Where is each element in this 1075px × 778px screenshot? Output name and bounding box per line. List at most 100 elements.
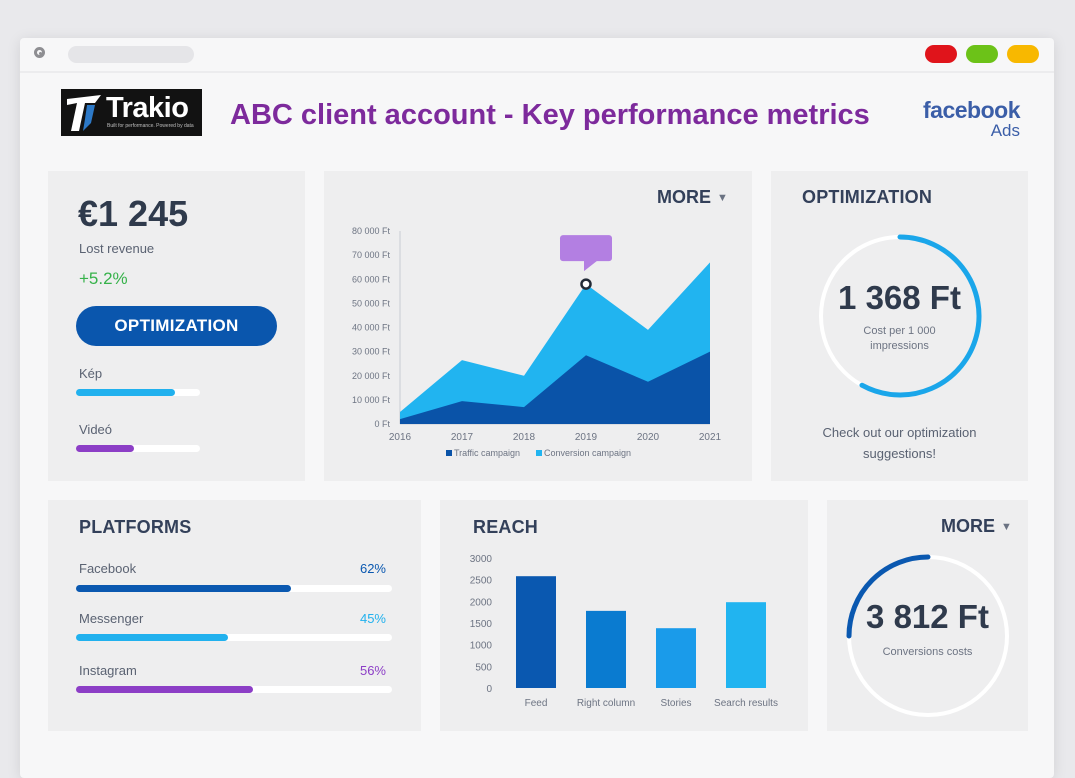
- legend-label: Traffic campaign: [454, 448, 520, 458]
- highlight-point[interactable]: [580, 278, 592, 290]
- trakio-logo: Trakio Built for performance. Powered by…: [61, 89, 202, 136]
- conversion-cost-value: 3 812 Ft: [866, 598, 989, 635]
- page-title: ABC client account - Key performance met…: [230, 99, 870, 131]
- trend-y-tick-label: 70 000 Ft: [352, 250, 391, 260]
- trend-y-tick-label: 30 000 Ft: [352, 347, 391, 357]
- reach-title: REACH: [473, 517, 539, 537]
- platform-instagram-fill: [76, 686, 253, 693]
- series-area-traffic-campaign: [400, 351, 710, 424]
- kep-progress-track: [76, 389, 200, 396]
- window-close-button[interactable]: [925, 45, 957, 63]
- cpm-caption-line2: impressions: [870, 340, 929, 352]
- reach-bar[interactable]: [656, 628, 696, 688]
- trend-x-tick-label: 2016: [389, 432, 412, 443]
- trend-x-tick-label: 2018: [513, 432, 536, 443]
- platform-instagram-track: [76, 686, 392, 693]
- cpm-value: 1 368 Ft: [838, 279, 961, 316]
- reach-y-tick-label: 1000: [470, 641, 493, 652]
- video-progress-fill: [76, 445, 135, 452]
- reach-category-label: Stories: [660, 698, 691, 709]
- facebook-wordmark: facebook: [923, 97, 1020, 123]
- reach-y-tick-label: 500: [475, 662, 492, 673]
- campaign-area-chart: 0 Ft 10 000 Ft 20 000 Ft 30 000 Ft 40 000 Ft…: [352, 226, 722, 458]
- window-maximize-button[interactable]: [1007, 45, 1039, 63]
- optimization-button[interactable]: OPTIMIZATION: [76, 306, 277, 346]
- reach-bar[interactable]: [726, 602, 766, 688]
- conversion-more-button[interactable]: MORE ▼: [941, 516, 1012, 537]
- trend-more-button[interactable]: MORE ▼: [657, 187, 728, 208]
- kep-label: Kép: [79, 366, 103, 381]
- window-menu-icon[interactable]: [34, 47, 45, 58]
- trakio-logo-mark-icon: [67, 95, 101, 131]
- trend-y-tick-label: 80 000 Ft: [352, 226, 391, 236]
- conversion-cost-card: MORE ▼ 3 812 Ft Conversions costs: [827, 500, 1028, 731]
- platform-facebook-percent: 62%: [359, 561, 386, 576]
- reach-y-tick-label: 3000: [470, 554, 493, 565]
- kep-progress-fill: [76, 389, 176, 396]
- platform-messenger-percent: 45%: [359, 611, 386, 626]
- lost-revenue-amount: €1 245: [78, 193, 189, 234]
- platform-facebook-label: Facebook: [79, 561, 137, 576]
- platform-messenger-track: [76, 634, 392, 641]
- video-progress-track: [76, 445, 200, 452]
- gauge-fill: [846, 554, 931, 639]
- reach-y-tick-label: 2500: [470, 576, 493, 587]
- chevron-down-icon: ▼: [717, 192, 728, 204]
- platform-facebook-track: [76, 585, 392, 592]
- reach-category-label: Right column: [577, 698, 635, 709]
- lost-revenue-label: Lost revenue: [79, 241, 155, 256]
- trend-x-tick-label: 2020: [637, 432, 660, 443]
- header-divider: [20, 71, 1054, 73]
- ads-label: Ads: [990, 121, 1020, 140]
- suggestions-line2: suggestions!: [863, 446, 936, 461]
- reach-bar-chart: 0 500 1000 1500 2000 2500 3000 Feed Right column…: [470, 554, 778, 709]
- gauge-fill: [859, 234, 982, 398]
- trend-x-tick-label: 2017: [451, 432, 474, 443]
- reach-bar[interactable]: [516, 576, 556, 688]
- facebook-ads-logo: facebook Ads: [923, 98, 1020, 140]
- optimization-card: OPTIMIZATION 1 368 Ft Cost per 1 000 imp…: [771, 171, 1028, 481]
- window-titlebar: [20, 38, 1054, 71]
- legend-label: Conversion campaign: [544, 448, 631, 458]
- conversion-more-label: MORE: [941, 516, 995, 536]
- trend-y-tick-label: 60 000 Ft: [352, 274, 391, 284]
- window-minimize-button[interactable]: [966, 45, 998, 63]
- platforms-title: PLATFORMS: [79, 517, 192, 537]
- reach-y-tick-label: 0: [486, 684, 492, 695]
- logo-tagline: Built for performance. Powered by data: [107, 123, 194, 129]
- reach-y-tick-label: 2000: [470, 597, 493, 608]
- revenue-change: +5.2%: [79, 269, 128, 288]
- platform-messenger-fill: [76, 634, 228, 641]
- highlight-callout[interactable]: [560, 235, 612, 262]
- address-bar[interactable]: [68, 46, 194, 63]
- reach-category-label: Feed: [525, 698, 548, 709]
- cpm-caption-line1: Cost per 1 000: [863, 325, 936, 337]
- platform-facebook-fill: [76, 585, 291, 592]
- trend-y-tick-label: 20 000 Ft: [352, 371, 391, 381]
- optimization-title: OPTIMIZATION: [802, 187, 933, 207]
- reach-bar[interactable]: [586, 610, 626, 688]
- platforms-card: PLATFORMS Facebook 62% Messenger 45% Ins…: [48, 500, 421, 731]
- platform-messenger-label: Messenger: [79, 611, 144, 626]
- trend-x-tick-label: 2021: [699, 432, 722, 443]
- platform-instagram-label: Instagram: [79, 663, 137, 678]
- chevron-down-icon: ▼: [1001, 521, 1012, 533]
- suggestions-line1: Check out our optimization: [822, 425, 977, 440]
- trend-y-tick-label: 0 Ft: [374, 419, 390, 429]
- platform-instagram-percent: 56%: [359, 663, 386, 678]
- trend-y-tick-label: 40 000 Ft: [352, 323, 391, 333]
- conversion-gauge: [846, 554, 1009, 717]
- trend-y-tick-label: 10 000 Ft: [352, 395, 391, 405]
- lost-revenue-card: €1 245 Lost revenue +5.2% OPTIMIZATION K…: [48, 171, 305, 481]
- highlight-callout-pointer: [584, 260, 598, 272]
- trend-y-tick-label: 50 000 Ft: [352, 298, 391, 308]
- trend-more-label: MORE: [657, 187, 711, 207]
- video-label: Videó: [79, 422, 113, 437]
- reach-card: REACH 0 500 1000 1500 2000 2500 3000 Feed Right …: [440, 500, 808, 731]
- reach-category-label: Search results: [714, 698, 778, 709]
- legend-swatch: [536, 450, 542, 456]
- campaign-trend-card: MORE ▼ 0 Ft 10 000 Ft 20 000 Ft 30 000 Ft 40 …: [324, 171, 752, 481]
- optimization-suggestions-link[interactable]: Check out our optimization suggestions!: [771, 422, 1028, 464]
- cpm-gauge: [819, 234, 982, 398]
- legend-swatch: [446, 450, 452, 456]
